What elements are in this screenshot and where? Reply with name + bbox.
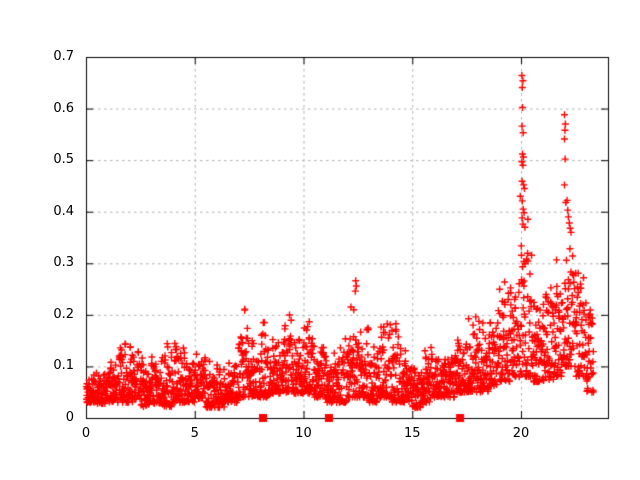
y-tick-label: 0.7: [53, 49, 74, 64]
y-tick-label: 0.3: [53, 255, 74, 271]
x-tick-label: 5: [190, 426, 199, 441]
y-tick-label: 0.5: [53, 152, 74, 168]
y-tick-label: 0.6: [53, 100, 74, 116]
x-tick-label: 15: [403, 426, 421, 441]
y-tick-label: 0.2: [53, 306, 74, 322]
y-tick-label: 0: [65, 410, 74, 425]
x-tick-label: 0: [81, 426, 91, 441]
y-tick-label: 0.4: [53, 203, 74, 219]
x-tick-label: 20: [512, 426, 530, 441]
x-tick-label: 10: [295, 426, 312, 441]
y-tick-label: 0.1: [53, 358, 74, 374]
